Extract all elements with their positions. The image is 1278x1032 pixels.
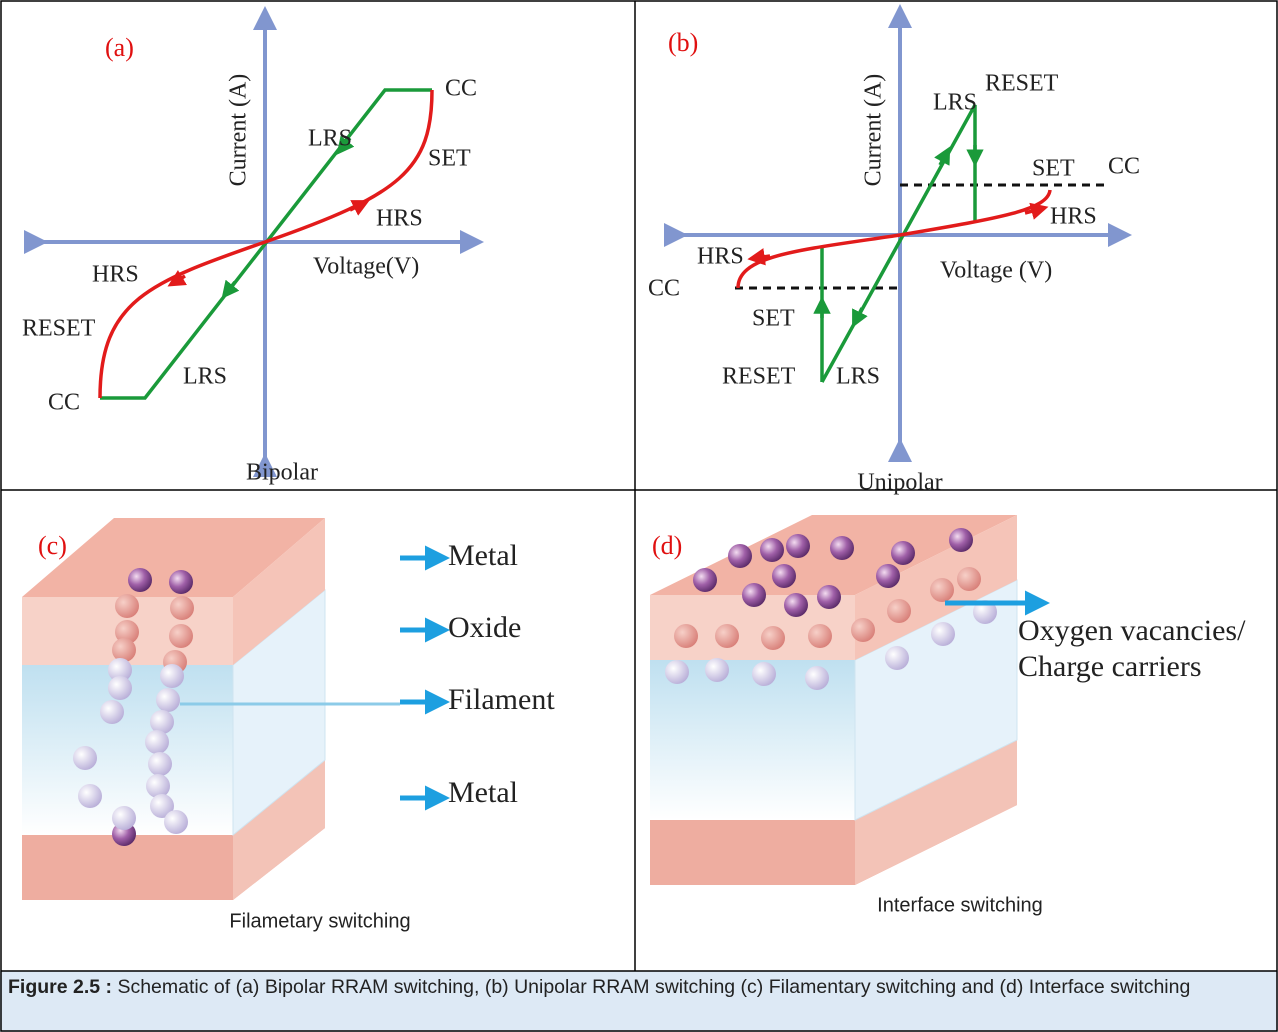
figure-caption: Figure 2.5 : Schematic of (a) Bipolar RR… <box>8 974 1270 1001</box>
curve-label: LRS <box>836 364 880 390</box>
particle <box>930 578 954 602</box>
curve-label: HRS <box>697 244 744 270</box>
particle <box>148 752 172 776</box>
particle <box>931 622 955 646</box>
figure: (a) Current (A) Voltage(V) CC LRS SET HR… <box>0 0 1278 1032</box>
particle <box>949 528 973 552</box>
particle <box>112 806 136 830</box>
panel-label: (c) <box>38 531 67 560</box>
curve-label: RESET <box>722 364 796 390</box>
axis-label: Voltage(V) <box>313 254 419 280</box>
panel-caption: Filametary switching <box>229 910 410 932</box>
particle <box>887 599 911 623</box>
particle <box>145 730 169 754</box>
particle <box>170 596 194 620</box>
page: {"panels": [ {"label": "(a)", "y_axis": … <box>0 0 1278 1032</box>
curve-label: LRS <box>933 90 977 116</box>
curve-label: CC <box>1108 154 1140 180</box>
particle <box>150 710 174 734</box>
panel-label: (a) <box>105 33 134 62</box>
panel-caption: Bipolar <box>246 460 318 486</box>
particle <box>786 534 810 558</box>
particle <box>715 624 739 648</box>
particle <box>169 570 193 594</box>
axis-label: Current (A) <box>226 74 252 187</box>
curve-label: HRS <box>1050 204 1097 230</box>
particle <box>693 568 717 592</box>
particle <box>761 626 785 650</box>
particle <box>146 774 170 798</box>
annotation: Charge carriers <box>1018 650 1202 683</box>
particle <box>108 676 132 700</box>
caption-label: Figure 2.5 : <box>8 976 112 998</box>
layer-label: Metal <box>448 776 518 809</box>
particle <box>808 624 832 648</box>
particle <box>891 541 915 565</box>
panel-label: (b) <box>668 28 698 57</box>
curve-label: SET <box>1032 156 1075 182</box>
particle <box>160 664 184 688</box>
panel-c: (c) Metal Oxide Filament Metal Filametar… <box>22 518 555 932</box>
annotation: Oxygen vacancies/ <box>1018 614 1246 647</box>
arrow <box>756 256 770 258</box>
curve-label: SET <box>428 146 471 172</box>
particle <box>830 536 854 560</box>
layer-label: Oxide <box>448 611 521 644</box>
particle <box>851 618 875 642</box>
curve-label: RESET <box>985 71 1059 97</box>
panel-b: (b) Current (A) Voltage (V) RESET LRS SE… <box>648 16 1140 496</box>
particle <box>674 624 698 648</box>
curve-label: HRS <box>92 262 139 288</box>
particle <box>705 658 729 682</box>
curve-label: LRS <box>308 126 352 152</box>
layer-label: Metal <box>448 539 518 572</box>
particle <box>156 688 180 712</box>
particle <box>752 662 776 686</box>
particle <box>112 638 136 662</box>
particle <box>885 646 909 670</box>
particle <box>817 585 841 609</box>
particle <box>772 564 796 588</box>
particle <box>784 593 808 617</box>
curve-label: RESET <box>22 316 96 342</box>
curve-label: LRS <box>183 364 227 390</box>
particle <box>169 624 193 648</box>
panel-caption: Interface switching <box>877 894 1043 916</box>
particle <box>100 700 124 724</box>
axis-label: Voltage (V) <box>940 258 1052 284</box>
curve-label: CC <box>445 76 477 102</box>
panel-a: (a) Current (A) Voltage(V) CC LRS SET HR… <box>22 18 477 486</box>
panel-label: (d) <box>652 531 682 560</box>
particle <box>128 568 152 592</box>
axis-label: Current (A) <box>861 74 887 187</box>
panel-caption: Unipolar <box>857 470 942 496</box>
particle <box>78 784 102 808</box>
arrow <box>227 282 235 292</box>
particle <box>115 594 139 618</box>
curve-label: CC <box>648 276 680 302</box>
curve-label: SET <box>752 306 795 332</box>
particle <box>742 583 766 607</box>
particle <box>73 746 97 770</box>
panel-d: (d) Oxygen vacancies/ Charge carriers In… <box>650 515 1246 916</box>
curve-label: CC <box>48 390 80 416</box>
particle <box>805 666 829 690</box>
particle <box>760 538 784 562</box>
particle <box>728 544 752 568</box>
caption-text: Schematic of (a) Bipolar RRAM switching,… <box>117 976 1190 998</box>
particle <box>876 564 900 588</box>
curve-label: HRS <box>376 206 423 232</box>
particle <box>957 567 981 591</box>
particle <box>164 810 188 834</box>
particle <box>665 660 689 684</box>
layer-label: Filament <box>448 683 555 716</box>
